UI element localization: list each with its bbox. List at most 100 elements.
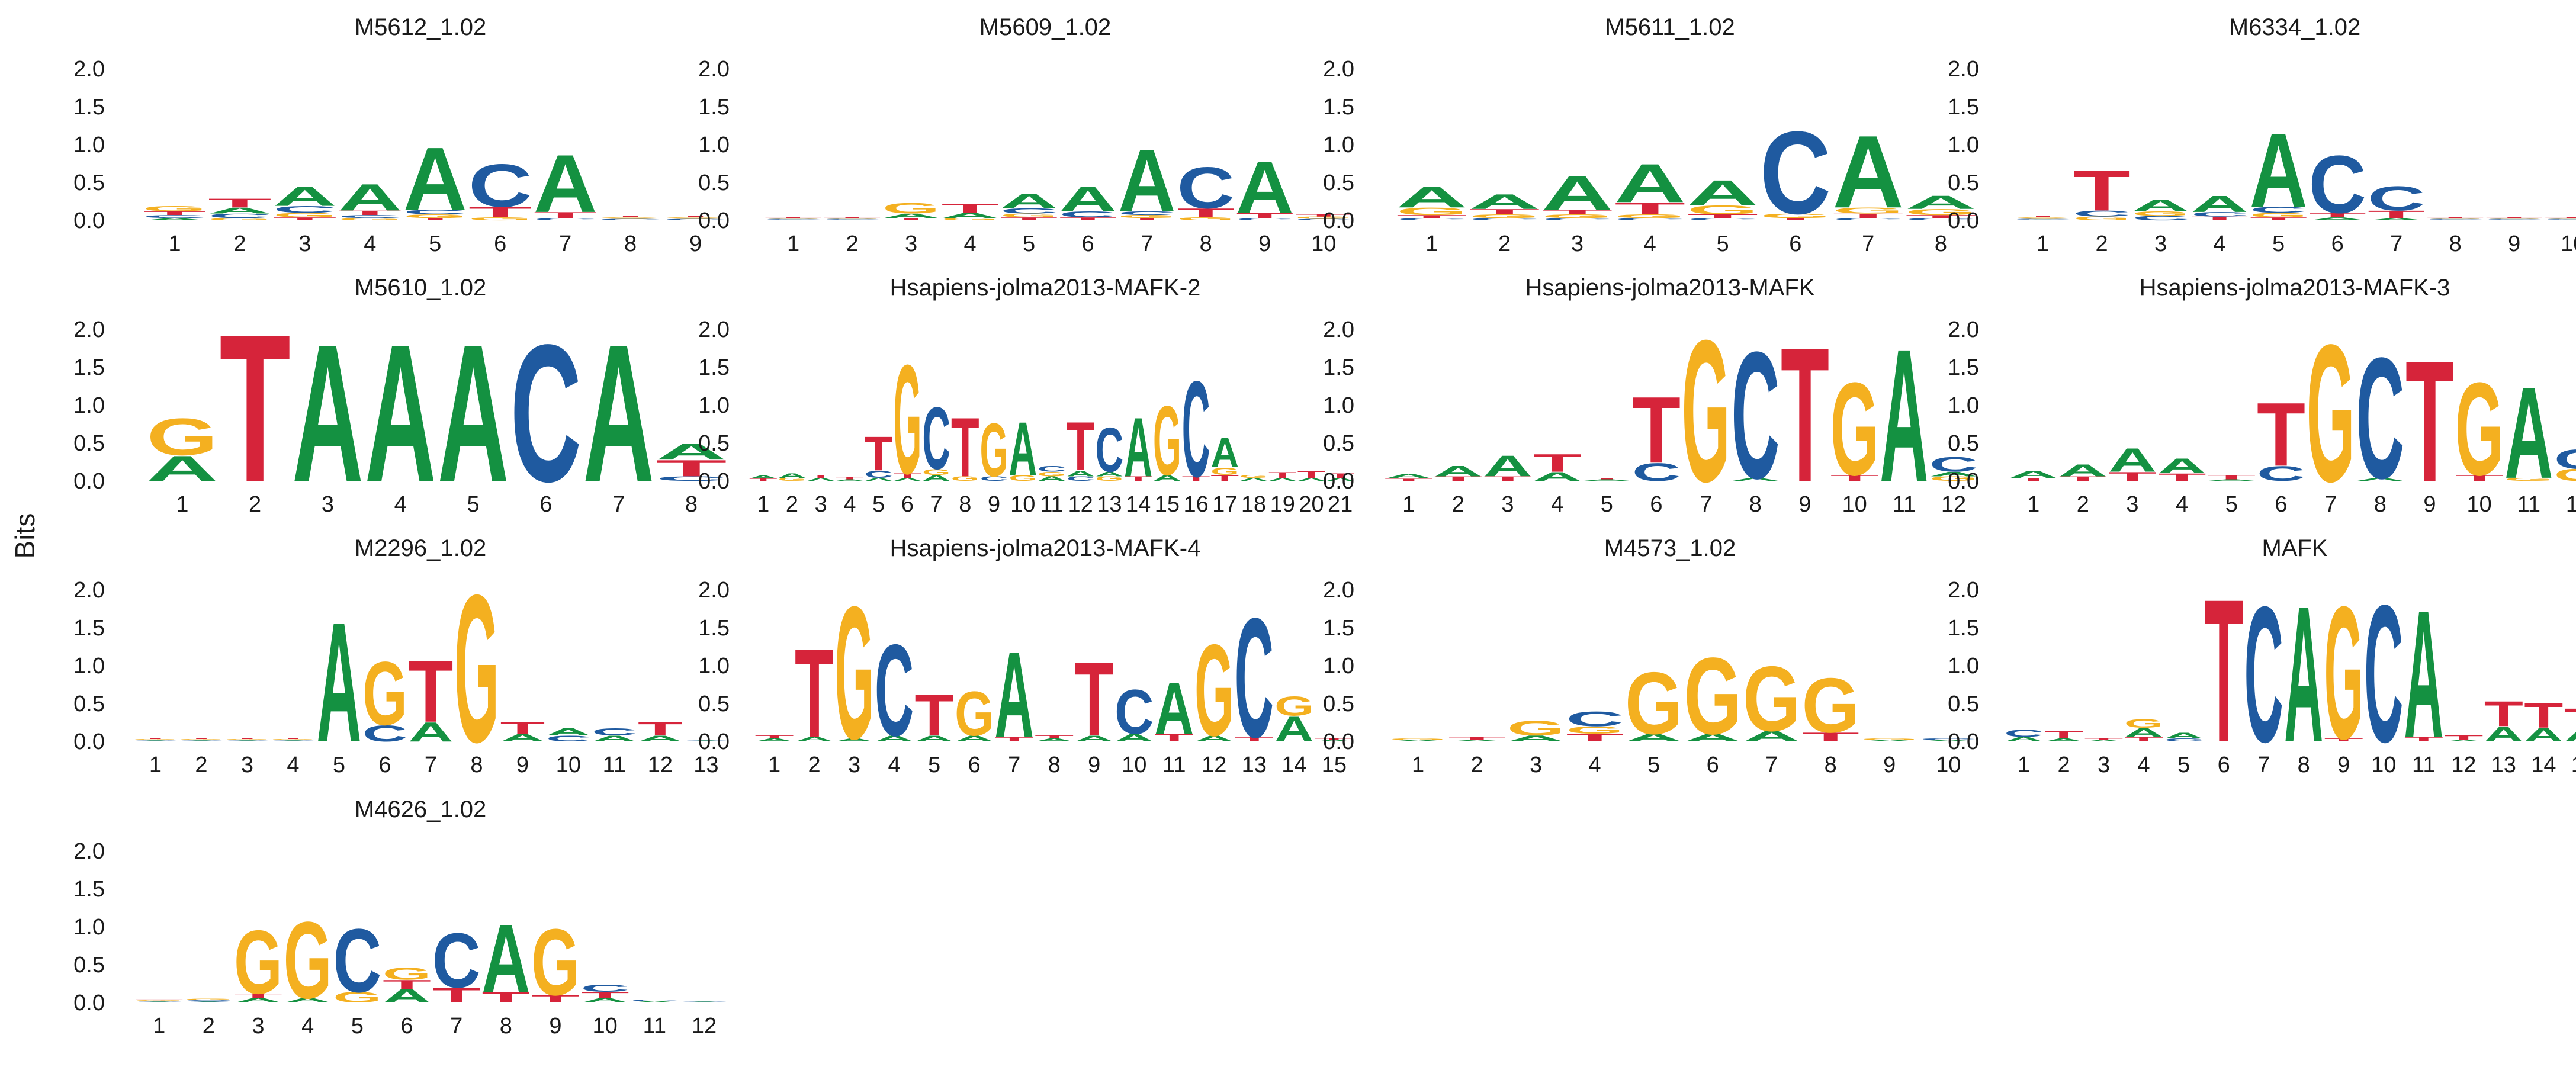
x-tick-label: 12 [1941, 492, 1966, 517]
x-tick-label: 2 [2077, 492, 2089, 517]
logo-letter-t: T [1035, 735, 1074, 740]
logo-letter-c: C [534, 217, 598, 221]
logo-letter-a: A [581, 997, 629, 1004]
x-tick-label: 8 [2298, 753, 2310, 777]
logo-letter-a: A [273, 181, 337, 211]
y-tick-label: 0.5 [73, 171, 105, 195]
logo-panel-hsapiens-jolma2013-mafk-3: Hsapiens-jolma2013-MAFK-3 0.0 0.5 1.0 1.5 2.0… [1948, 275, 2576, 523]
logo-letter-a: A [2124, 725, 2163, 740]
x-tick-label: 4 [2214, 232, 2226, 256]
logo-letter-g: G [2073, 216, 2131, 221]
logo-letter-g: G [273, 211, 337, 218]
x-tick-label: 3 [322, 492, 334, 517]
logo-letter-t: T [432, 984, 481, 1007]
x-tick-label: 1 [1425, 232, 1438, 256]
logo-letter-c: C [184, 1000, 233, 1002]
logo-letter-a: A [2207, 479, 2256, 481]
logo-letter-t: T [2324, 738, 2363, 743]
x-tick-label: 12 [2451, 753, 2476, 777]
logo-letter-g: G [383, 965, 431, 984]
logo-letter-a: A [680, 1001, 728, 1002]
logo-letter-t: T [865, 426, 893, 480]
logo-letter-g: G [980, 409, 1008, 493]
x-tick-label: 7 [2257, 753, 2270, 777]
x-tick-label: 2 [2095, 232, 2108, 256]
y-tick-label: 0.5 [73, 692, 105, 716]
logo-letter-c: C [2426, 218, 2484, 220]
x-tick-label: 2 [233, 232, 246, 256]
logo-letter-a: A [875, 734, 914, 743]
logo-letter-g: G [882, 200, 940, 217]
logo-letter-t: T [403, 217, 467, 221]
logo-letter-t: T [2158, 471, 2206, 483]
x-tick-label: 9 [2423, 492, 2436, 517]
panel-title: M5609_1.02 [979, 14, 1111, 40]
logo-letter-a: A [1880, 310, 1928, 521]
logo-letter-a: A [1210, 429, 1239, 477]
x-tick-label: 10 [593, 1014, 618, 1039]
logo-letter-t: T [2207, 474, 2256, 481]
logo-letter-c: C [1687, 217, 1758, 221]
y-tick-label: 0.0 [73, 208, 105, 233]
panel-title: M6334_1.02 [2229, 14, 2360, 40]
logo-letter-g: G [271, 739, 316, 740]
logo-letter-t: T [1000, 217, 1058, 221]
x-tick-label: 10 [1311, 232, 1336, 256]
logo-letter-a: A [2504, 360, 2553, 506]
logo-letter-g: G [2554, 466, 2576, 485]
x-tick-label: 3 [815, 492, 827, 517]
logo-letter-t: T [599, 216, 663, 218]
logo-letter-a: A [1153, 474, 1181, 483]
logo-letter-g: G [234, 911, 282, 1013]
y-tick-label: 1.0 [698, 133, 730, 158]
logo-letter-t: T [1614, 199, 1685, 218]
logo-letter-g: G [1760, 213, 1831, 220]
logo-letter-c: C [1067, 475, 1095, 483]
logo-letter-t: T [1075, 641, 1114, 758]
logo-letter-c: C [1469, 217, 1540, 221]
logo-letter-a: A [2524, 724, 2563, 745]
x-tick-label: 15 [1322, 753, 1347, 777]
logo-letter-a: A [1614, 153, 1685, 214]
x-tick-label: 10 [2371, 753, 2396, 777]
logo-letter-g: G [955, 679, 994, 749]
logo-letter-c: C [362, 721, 407, 747]
logo-panel-mafk: MAFK0.00.51.01.52.0123456789101112131415… [1948, 535, 2576, 785]
x-tick-label: 7 [1700, 492, 1712, 517]
x-tick-label: 4 [287, 753, 299, 777]
logo-letter-t: T [1830, 473, 1879, 483]
logo-letter-a: A [638, 734, 683, 743]
logo-letter-g: G [184, 998, 233, 1001]
logo-letter-g: G [454, 552, 499, 787]
x-tick-label: 6 [1082, 232, 1094, 256]
y-tick-label: 1.0 [698, 654, 730, 679]
y-tick-label: 1.5 [1323, 616, 1354, 641]
logo-letter-g: G [225, 739, 270, 740]
y-tick-label: 1.0 [1323, 654, 1354, 679]
logo-letter-a: A [2368, 217, 2426, 221]
logo-letter-a: A [1507, 734, 1565, 743]
x-tick-label: 4 [843, 492, 856, 517]
logo-letter-c: C [2004, 727, 2043, 739]
logo-letter-c: C [2014, 218, 2072, 220]
x-tick-label: 5 [2177, 753, 2190, 777]
y-tick-label: 1.5 [698, 355, 730, 380]
logo-letter-g: G [468, 217, 532, 221]
x-tick-label: 3 [2126, 492, 2138, 517]
logo-letter-a: A [2484, 722, 2523, 746]
logo-letter-g: G [2324, 567, 2363, 779]
y-tick-label: 1.5 [73, 95, 105, 120]
logo-letter-a: A [1861, 740, 1919, 742]
logo-letter-g: G [143, 204, 207, 213]
logo-letter-t: T [1124, 475, 1152, 482]
x-tick-label: 9 [2337, 753, 2350, 777]
x-tick-label: 9 [1088, 753, 1100, 777]
x-tick-label: 3 [2154, 232, 2167, 256]
y-tick-label: 1.0 [1323, 133, 1354, 158]
logo-letter-c: C [680, 1001, 728, 1002]
logo-letter-c: C [338, 214, 402, 219]
logo-letter-g: G [2485, 218, 2543, 219]
logo-panel-m5611-1-02: M5611_1.020.00.51.01.52.01 2 3 4 5 6 7 8CTGACGT… [1323, 14, 1976, 256]
logo-letter-c: C [135, 1001, 184, 1002]
x-tick-label: 2 [1452, 492, 1464, 517]
